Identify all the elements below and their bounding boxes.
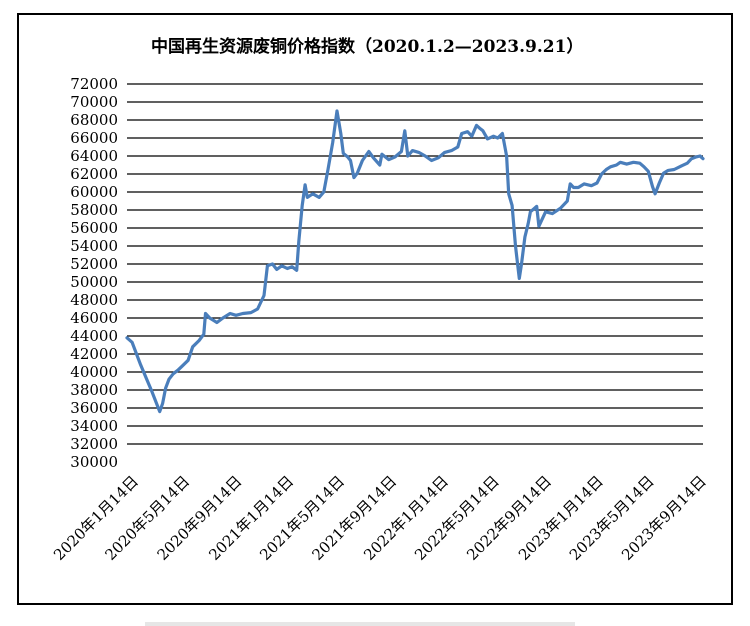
y-tick-label: 34000 bbox=[70, 417, 118, 435]
y-tick-label: 66000 bbox=[70, 129, 118, 147]
bottom-strip bbox=[145, 622, 575, 626]
y-tick-label: 40000 bbox=[70, 363, 118, 381]
y-tick-label: 36000 bbox=[70, 399, 118, 417]
y-tick-label: 30000 bbox=[70, 453, 118, 471]
y-tick-label: 70000 bbox=[70, 93, 118, 111]
series-line bbox=[125, 109, 705, 414]
y-tick-label: 68000 bbox=[70, 111, 118, 129]
y-tick-label: 46000 bbox=[70, 309, 118, 327]
y-tick-label: 42000 bbox=[70, 345, 118, 363]
y-tick-label: 62000 bbox=[70, 165, 118, 183]
y-tick-label: 38000 bbox=[70, 381, 118, 399]
x-axis-tick-labels: 2020年1月14日2020年5月14日2020年9月14日2021年1月14日… bbox=[50, 472, 710, 564]
chart-frame: 中国再生资源废铜价格指数（2020.1.2—2023.9.21） 30000 32… bbox=[17, 13, 733, 605]
chart-svg: 中国再生资源废铜价格指数（2020.1.2—2023.9.21） 3000032… bbox=[50, 36, 710, 564]
y-axis-tick-labels: 3000032000340003600038000400004200044000… bbox=[70, 75, 118, 471]
y-tick-label: 48000 bbox=[70, 291, 118, 309]
x-tick-label: 2020年1月14日 bbox=[50, 472, 142, 564]
y-tick-label: 52000 bbox=[70, 255, 118, 273]
y-tick-label: 32000 bbox=[70, 435, 118, 453]
chart-title: 中国再生资源废铜价格指数（2020.1.2—2023.9.21） bbox=[151, 36, 583, 57]
y-tick-label: 64000 bbox=[70, 147, 118, 165]
y-tick-label: 54000 bbox=[70, 237, 118, 255]
series-layer bbox=[125, 109, 705, 414]
y-tick-label: 72000 bbox=[70, 75, 118, 93]
y-tick-label: 50000 bbox=[70, 273, 118, 291]
y-tick-label: 60000 bbox=[70, 183, 118, 201]
gridlines bbox=[127, 83, 703, 445]
y-tick-label: 56000 bbox=[70, 219, 118, 237]
y-tick-label: 44000 bbox=[70, 327, 118, 345]
y-tick-label: 58000 bbox=[70, 201, 118, 219]
